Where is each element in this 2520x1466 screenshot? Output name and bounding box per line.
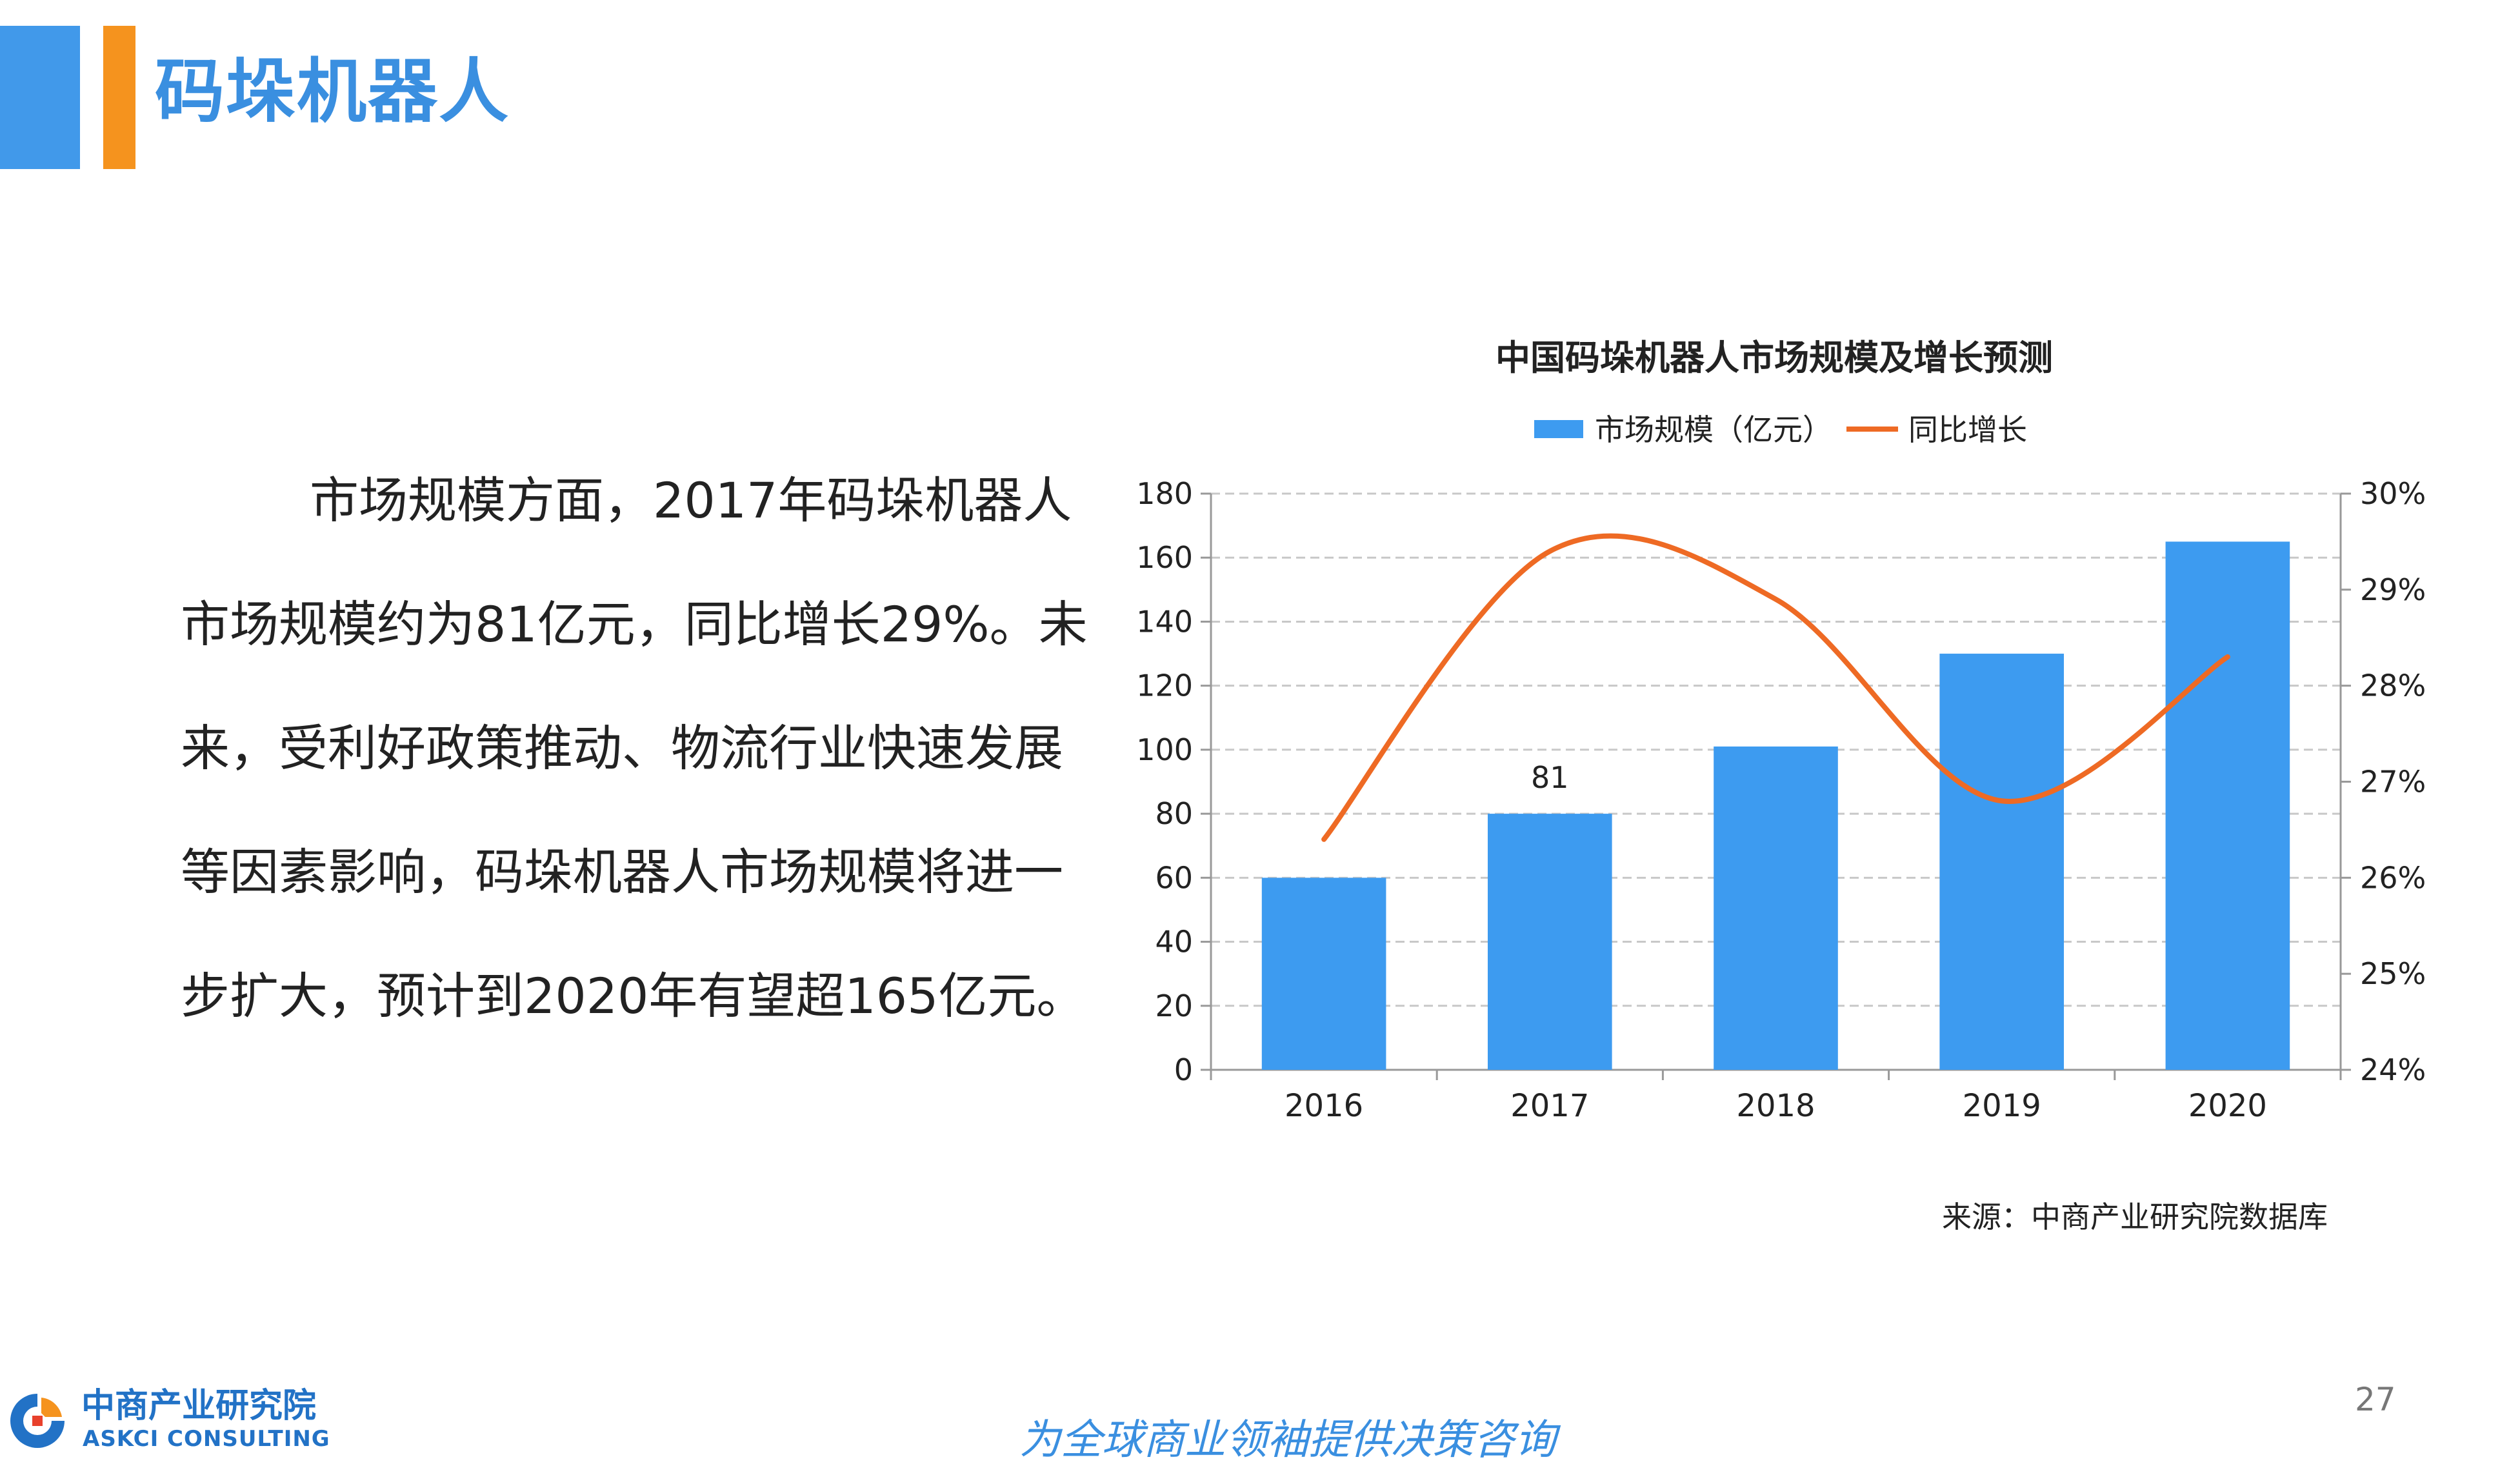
y-right-tick-label: 24% [2360, 1052, 2426, 1087]
header-accent-orange [103, 26, 135, 169]
y-right-tick-label: 25% [2360, 956, 2426, 991]
market-paragraph: 市场规模方面，2017年码垛机器人市场规模约为81亿元，同比增长29%。未来，受… [181, 472, 1088, 1025]
growth-point-2018 [1775, 598, 1777, 600]
x-tick-label: 2019 [1963, 1088, 2041, 1124]
y-left-tick-label: 40 [1155, 925, 1193, 959]
y-right-tick-label: 30% [2360, 476, 2426, 511]
bar-2016 [1261, 878, 1386, 1070]
y-right-tick-label: 26% [2360, 860, 2426, 895]
source-note: 来源：中商产业研究院数据库 [1942, 1200, 2328, 1234]
bar-2019 [1939, 654, 2065, 1070]
chart-title: 中国码垛机器人市场规模及增长预测 [1495, 337, 2053, 378]
logo-name-cn: 中商产业研究院 [81, 1387, 317, 1425]
legend-bar-label: 市场规模（亿元） [1595, 412, 1832, 447]
x-tick-label: 2017 [1510, 1088, 1589, 1124]
bar-2020 [2165, 541, 2290, 1070]
y-left-tick-label: 80 [1155, 796, 1193, 831]
bar-2018 [1714, 746, 1838, 1070]
y-left-tick-label: 120 [1136, 668, 1193, 703]
data-label: 81 [1531, 760, 1569, 795]
y-left-tick-label: 180 [1136, 476, 1193, 511]
growth-point-2019 [2001, 800, 2003, 802]
y-left-tick-label: 0 [1174, 1052, 1193, 1087]
y-right-tick-label: 27% [2360, 765, 2426, 799]
header-accent-blue [0, 26, 80, 169]
legend-line-label: 同比增长 [1908, 412, 2027, 447]
x-tick-label: 2018 [1736, 1088, 1815, 1124]
page-title: 码垛机器人 [155, 51, 510, 132]
y-left-tick-label: 60 [1155, 860, 1193, 895]
legend-bar-swatch [1534, 420, 1583, 438]
growth-point-2020 [2226, 656, 2228, 658]
logo-mark-icon [10, 1394, 65, 1448]
y-left-tick-label: 140 [1136, 604, 1193, 639]
x-tick-label: 2016 [1285, 1088, 1363, 1124]
logo-name-en: ASKCI CONSULTING [83, 1426, 330, 1452]
y-right-tick-label: 28% [2360, 668, 2426, 703]
footer-slogan: 为全球商业领袖提供决策咨询 [1019, 1416, 1556, 1464]
growth-point-2016 [1323, 838, 1325, 840]
y-left-tick-label: 100 [1136, 732, 1193, 767]
x-tick-label: 2020 [2188, 1088, 2267, 1124]
y-right-tick-label: 29% [2360, 572, 2426, 607]
bar-2017 [1487, 814, 1612, 1070]
growth-point-2017 [1549, 550, 1551, 552]
y-left-tick-label: 160 [1136, 540, 1193, 575]
company-logo: 中商产业研究院 ASKCI CONSULTING [6, 1387, 342, 1452]
y-left-tick-label: 20 [1155, 989, 1193, 1023]
page-number: 27 [2355, 1381, 2396, 1418]
